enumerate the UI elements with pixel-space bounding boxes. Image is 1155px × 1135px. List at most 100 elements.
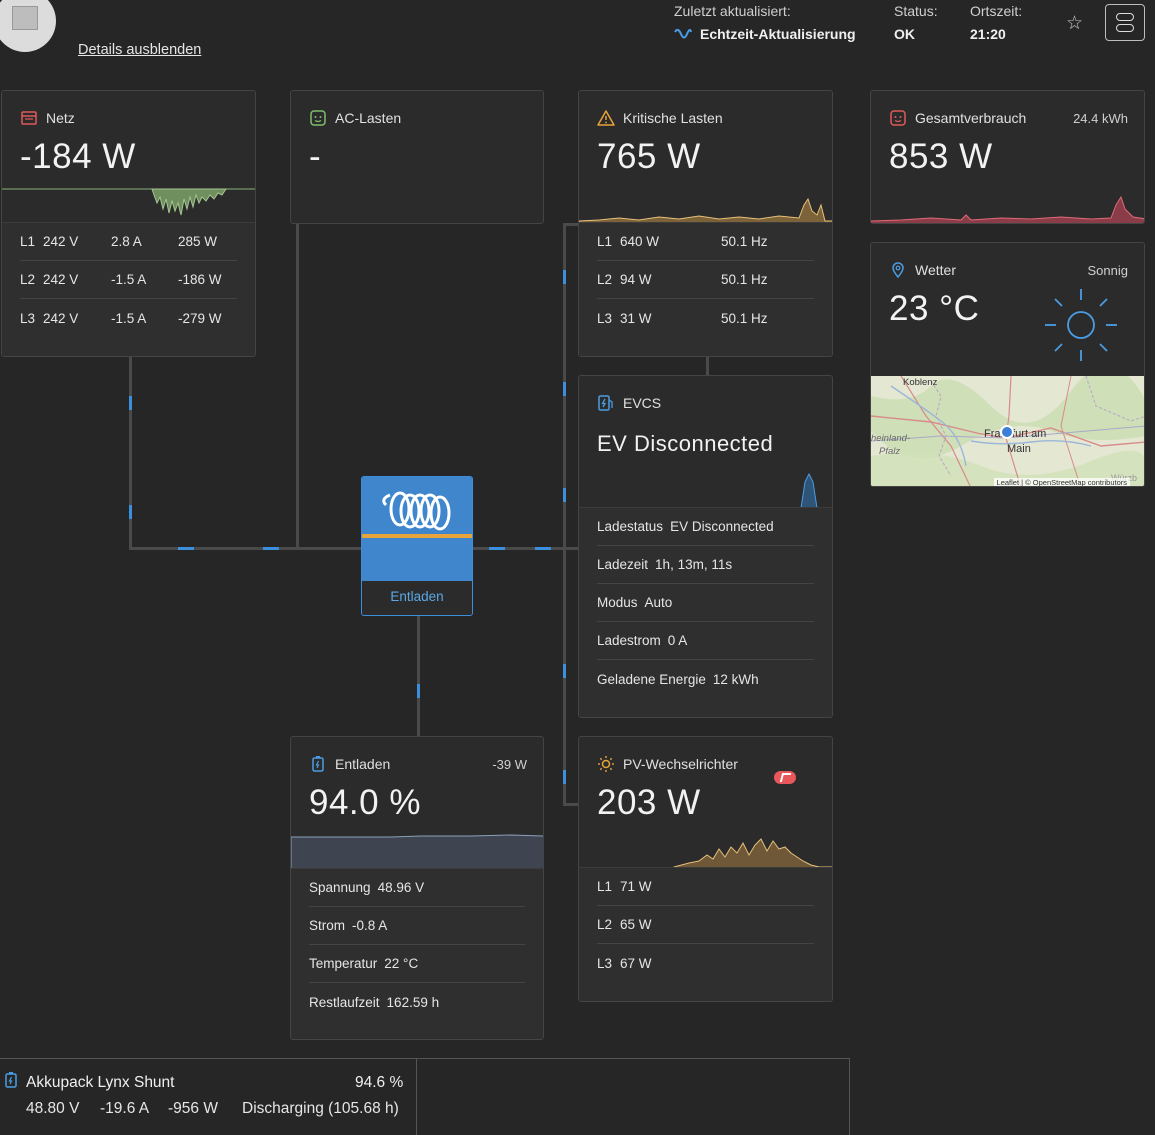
device-avatar [0, 0, 56, 52]
map-location-marker [1000, 425, 1014, 439]
pv-inverter-title: PV-Wechselrichter [623, 756, 738, 772]
inverter-logo-panel [362, 477, 472, 581]
evcs-title: EVCS [623, 395, 662, 411]
inverter-accent-bar [362, 534, 472, 538]
battery-soc-sparkline [291, 834, 543, 871]
battery-soc-value: 94.0 % [309, 783, 421, 822]
battery-row-current: Strom -0.8 A [309, 907, 525, 945]
evcs-card[interactable]: EVCS EV Disconnected Ladestatus EV Discon… [578, 375, 833, 718]
map-label-frankfurt: Frankfurt am [984, 428, 1047, 440]
time-label: Ortszeit: [970, 3, 1023, 19]
total-consumption-card[interactable]: Gesamtverbrauch 24.4 kWh 853 W [870, 90, 1145, 224]
sun-icon [1045, 289, 1117, 361]
map-label-koblenz: Koblenz [903, 377, 938, 388]
ac-loads-header: AC-Lasten [309, 109, 401, 127]
connector-bus-vertical [563, 223, 566, 806]
pv-power-value: 203 W [597, 783, 701, 822]
evcs-row-modus: Modus Auto [597, 584, 814, 622]
evcs-sparkline [800, 472, 818, 508]
battery-title: Entladen [335, 756, 391, 772]
favorite-star-icon[interactable]: ☆ [1066, 13, 1084, 34]
critical-row-l2: L2 94 W 50.1 Hz [597, 261, 814, 299]
device-image-icon [12, 6, 38, 30]
battery-card[interactable]: Entladen -39 W 94.0 % Spannung 48.96 V St… [290, 736, 544, 1040]
lynx-shunt-panel[interactable]: Akkupack Lynx Shunt 94.6 % 48.80 V -19.6… [0, 1058, 850, 1135]
pv-row-l1: L1 71 W [597, 868, 814, 906]
lynx-power: -956 W [168, 1100, 218, 1117]
grid-row-l1: L1 242 V 2.8 A 285 W [20, 223, 237, 261]
toggle-view-icon [1116, 13, 1134, 21]
lynx-battery-icon [5, 1072, 17, 1088]
evcs-header: EVCS [597, 394, 661, 412]
battery-row-remaining: Restlaufzeit 162.59 h [309, 994, 440, 1010]
weather-card[interactable]: Wetter Sonnig 23 °C Koblenz Frankfurt a [870, 242, 1145, 487]
grid-card-header: Netz [20, 109, 75, 127]
connector-grid-vertical [129, 356, 132, 550]
critical-loads-header: Kritische Lasten [597, 109, 723, 127]
toggle-view-button[interactable] [1105, 4, 1145, 41]
weather-header: Wetter [889, 261, 956, 279]
total-consumption-header: Gesamtverbrauch [889, 109, 1026, 127]
pv-inverter-card[interactable]: PV-Wechselrichter 203 W L1 71 W L2 65 W L3… [578, 736, 833, 1002]
pv-sparkline [673, 838, 832, 869]
warning-icon [597, 110, 615, 126]
total-energy-value: 24.4 kWh [1073, 111, 1128, 126]
battery-power: -39 W [492, 757, 527, 772]
map-label-pfalz: Pfalz [879, 446, 901, 457]
grid-card[interactable]: Netz -184 W L1 242 V 2.8 A 285 W L2 242 V -1.… [1, 90, 256, 357]
inverter-state-label: Entladen [390, 589, 444, 604]
victron-logo-icon [382, 491, 451, 531]
outlet-icon [310, 110, 326, 126]
details-toggle-link[interactable]: Details ausblenden [78, 42, 202, 58]
weather-condition: Sonnig [1087, 263, 1128, 278]
map-label-rheinland: heinland- [871, 433, 911, 444]
grid-power-value: -184 W [20, 137, 136, 176]
critical-loads-sparkline [579, 197, 832, 225]
weather-title: Wetter [915, 262, 956, 278]
lynx-soc: 94.6 % [355, 1074, 404, 1091]
map-attribution[interactable]: Leaflet | © OpenStreetMap contributors [993, 478, 1130, 486]
lynx-title: Akkupack Lynx Shunt [26, 1074, 175, 1091]
ac-loads-title: AC-Lasten [335, 110, 402, 126]
total-power-value: 853 W [889, 137, 993, 176]
battery-row-voltage: Spannung 48.96 V [309, 869, 525, 907]
ac-loads-card[interactable]: AC-Lasten - [290, 90, 544, 224]
evcs-row-ladestatus: Ladestatus EV Disconnected [597, 508, 814, 546]
map-label-frankfurt-main: Main [1007, 443, 1031, 455]
connector-critical-evcs [706, 356, 709, 376]
lynx-voltage: 48.80 V [26, 1100, 80, 1117]
grid-row-l2: L2 242 V -1.5 A -186 W [20, 261, 237, 299]
weather-temperature: 23 °C [889, 289, 980, 328]
realtime-wave-icon [674, 28, 692, 39]
lynx-divider [416, 1059, 417, 1135]
sun-small-icon [598, 756, 614, 772]
inverter-node[interactable]: Entladen [361, 476, 473, 616]
updated-value: Echtzeit-Aktualisierung [674, 26, 856, 42]
fronius-brand-icon [774, 771, 796, 784]
connector-battery-vertical [417, 614, 420, 737]
grid-row-l3: L3 242 V -1.5 A -279 W [20, 310, 222, 326]
evcs-row-energie: Geladene Energie 12 kWh [597, 671, 759, 687]
critical-row-l3: L3 31 W 50.1 Hz [597, 310, 768, 326]
evcs-row-ladestrom: Ladestrom 0 A [597, 622, 814, 660]
connector-right-horizontal [472, 547, 578, 550]
total-consumption-title: Gesamtverbrauch [915, 110, 1027, 126]
updated-label: Zuletzt aktualisiert: [674, 3, 791, 19]
location-pin-icon [892, 262, 904, 279]
connector-acloads-vertical [296, 223, 299, 550]
grid-title: Netz [46, 110, 75, 126]
critical-row-l1: L1 640 W 50.1 Hz [597, 223, 814, 261]
pv-row-l3: L3 67 W [597, 955, 652, 971]
connector-left-horizontal [129, 547, 362, 550]
weather-map[interactable]: Koblenz Frankfurt am Main heinland- Pfal… [871, 376, 1144, 486]
ev-charger-icon [598, 395, 613, 411]
critical-loads-card[interactable]: Kritische Lasten 765 W L1 640 W 50.1 Hz L2… [578, 90, 833, 357]
grid-sparkline [2, 188, 255, 216]
time-value: 21:20 [970, 26, 1006, 42]
battery-row-temperature: Temperatur 22 °C [309, 945, 525, 983]
battery-header: Entladen [309, 755, 390, 773]
status-label: Status: [894, 3, 938, 19]
critical-loads-title: Kritische Lasten [623, 110, 723, 126]
evcs-row-ladezeit: Ladezeit 1h, 13m, 11s [597, 546, 814, 584]
outlet-icon [890, 110, 906, 126]
